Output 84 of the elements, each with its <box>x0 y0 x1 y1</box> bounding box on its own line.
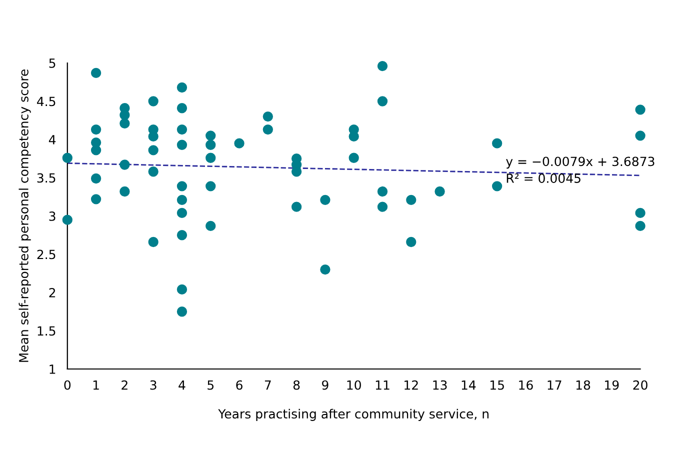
point <box>148 166 158 177</box>
x-tick-label: 19 <box>605 380 619 390</box>
point <box>320 194 330 206</box>
point <box>262 124 273 135</box>
point <box>206 152 216 163</box>
point <box>90 145 102 156</box>
point <box>406 194 416 206</box>
point <box>635 130 646 141</box>
point <box>406 236 416 248</box>
x-tick-label: 3 <box>150 380 156 390</box>
x-tick-label: 9 <box>322 380 328 390</box>
x-tick-label: 1 <box>93 380 99 390</box>
point <box>90 124 102 135</box>
y-tick-label: 4.5 <box>37 96 56 106</box>
y-tick-label: 2 <box>49 288 56 298</box>
x-tick-label: 18 <box>576 380 590 390</box>
y-tick-label: 5 <box>49 58 56 68</box>
x-tick-label: 8 <box>293 380 300 390</box>
point <box>206 181 216 192</box>
point <box>176 124 188 135</box>
point <box>176 194 188 206</box>
x-tick-label: 2 <box>122 380 128 390</box>
point <box>492 138 502 148</box>
point <box>320 264 330 275</box>
y-axis-title: Mean self-reported personal competency score <box>18 70 31 362</box>
point <box>62 214 72 225</box>
point <box>90 194 102 204</box>
x-tick-label: 12 <box>404 380 418 390</box>
point <box>377 96 388 106</box>
point <box>434 186 445 197</box>
point <box>148 236 158 248</box>
point <box>120 118 130 129</box>
point <box>291 202 302 212</box>
point <box>176 284 188 295</box>
point <box>262 111 273 122</box>
point <box>90 68 102 78</box>
point <box>176 230 188 240</box>
x-tick-label: 10 <box>347 380 361 390</box>
x-tick-label: 17 <box>548 380 562 390</box>
point <box>90 173 102 184</box>
point <box>120 186 130 197</box>
point <box>492 181 502 192</box>
point <box>206 140 216 150</box>
point <box>176 181 188 192</box>
point <box>377 60 388 72</box>
y-tick-label: 1.5 <box>38 326 56 336</box>
annotation: y = −0.0079x + 3.6873 <box>506 156 654 169</box>
point <box>291 166 302 177</box>
x-tick-label: 0 <box>64 380 71 390</box>
point <box>176 306 188 317</box>
x-tick-label: 13 <box>433 380 447 390</box>
y-tick-label: 4 <box>48 135 56 144</box>
x-axis-title: Years practising after community service, n <box>218 408 488 421</box>
point <box>148 96 158 106</box>
x-tick-label: 15 <box>490 380 504 390</box>
point <box>234 138 244 148</box>
y-tick-label: 3.5 <box>37 173 56 183</box>
y-tick-label: 3 <box>49 211 56 221</box>
x-tick-label: 7 <box>264 380 271 390</box>
y-tick-label: 2.5 <box>37 250 56 260</box>
point <box>176 208 188 218</box>
point <box>176 140 188 150</box>
point <box>62 152 72 163</box>
x-tick-label: 16 <box>519 380 533 390</box>
x-tick-label: 6 <box>236 380 242 390</box>
point <box>348 152 359 163</box>
point <box>635 220 646 232</box>
y-tick-label: 1 <box>50 364 56 374</box>
x-tick-label: 4 <box>178 380 186 390</box>
x-tick-label: 11 <box>376 380 390 390</box>
point <box>148 145 158 156</box>
point <box>377 186 388 197</box>
point <box>635 208 646 218</box>
point <box>120 160 130 170</box>
point <box>206 130 216 141</box>
x-tick-label: 5 <box>208 380 214 390</box>
point <box>635 104 646 115</box>
x-tick-label: 20 <box>633 380 648 390</box>
annotation: R² = 0.0045 <box>506 174 580 183</box>
point <box>377 202 388 212</box>
x-tick-label: 14 <box>462 380 476 390</box>
point <box>176 103 188 114</box>
point <box>176 82 188 93</box>
point <box>206 220 216 232</box>
